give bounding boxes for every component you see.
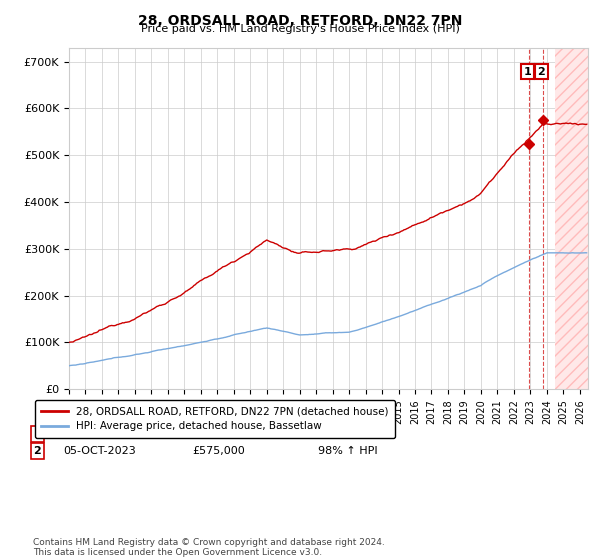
Text: £575,000: £575,000 — [192, 446, 245, 456]
Text: 05-OCT-2023: 05-OCT-2023 — [63, 446, 136, 456]
Text: 2: 2 — [538, 67, 545, 77]
Text: 98% ↑ HPI: 98% ↑ HPI — [318, 446, 377, 456]
Text: 1: 1 — [524, 67, 532, 77]
Legend: 28, ORDSALL ROAD, RETFORD, DN22 7PN (detached house), HPI: Average price, detach: 28, ORDSALL ROAD, RETFORD, DN22 7PN (det… — [35, 400, 395, 438]
Bar — [555, 48, 588, 389]
Text: 84% ↑ HPI: 84% ↑ HPI — [318, 429, 377, 439]
Text: 1: 1 — [34, 429, 41, 439]
Text: 09-DEC-2022: 09-DEC-2022 — [63, 429, 137, 439]
Text: 28, ORDSALL ROAD, RETFORD, DN22 7PN: 28, ORDSALL ROAD, RETFORD, DN22 7PN — [138, 14, 462, 28]
Text: Price paid vs. HM Land Registry's House Price Index (HPI): Price paid vs. HM Land Registry's House … — [140, 24, 460, 34]
Text: 2: 2 — [34, 446, 41, 456]
Text: Contains HM Land Registry data © Crown copyright and database right 2024.
This d: Contains HM Land Registry data © Crown c… — [33, 538, 385, 557]
Text: £525,000: £525,000 — [192, 429, 245, 439]
